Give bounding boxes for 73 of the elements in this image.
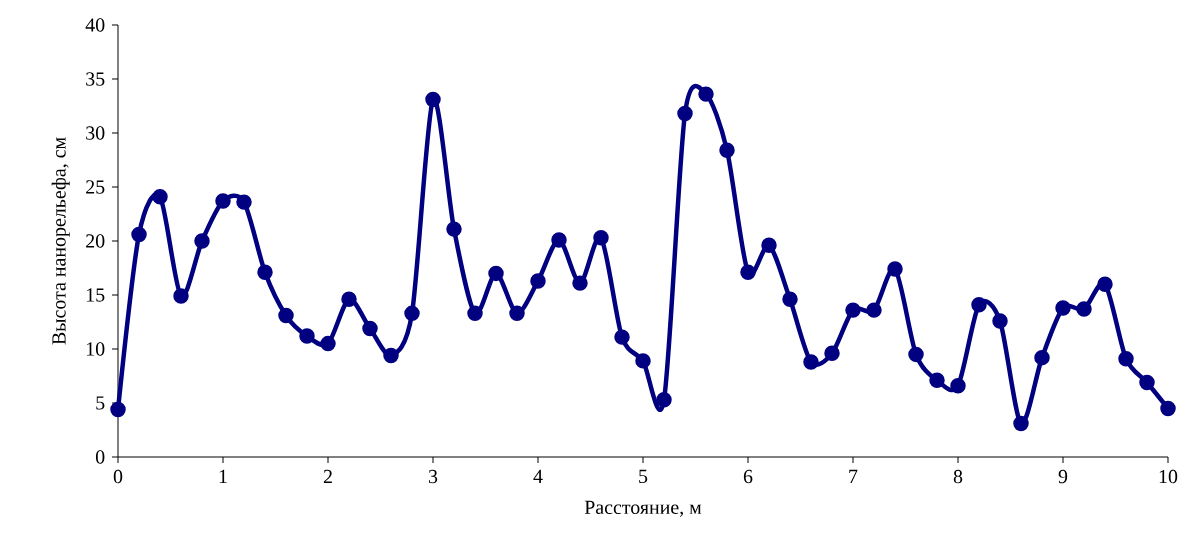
x-tick-label: 10 bbox=[1159, 469, 1178, 484]
point bbox=[782, 291, 798, 308]
x-tick-label: 0 bbox=[113, 469, 123, 484]
x-tick-label: 1 bbox=[219, 469, 227, 483]
y-tick-label: 0 bbox=[95, 450, 105, 464]
y-tick-label: 40 bbox=[85, 18, 105, 32]
point bbox=[656, 392, 672, 408]
point bbox=[677, 105, 693, 122]
point bbox=[845, 302, 861, 318]
x-tick-label: 9 bbox=[1058, 469, 1068, 484]
point bbox=[992, 313, 1008, 329]
point bbox=[320, 335, 336, 352]
point bbox=[509, 305, 525, 322]
y-tick-label: 35 bbox=[86, 72, 105, 86]
point bbox=[551, 232, 567, 248]
y-axis-title: Высота нанорельефа, см bbox=[51, 137, 70, 345]
point bbox=[425, 91, 441, 108]
x-axis-title: Расстояние, м bbox=[584, 500, 702, 517]
x-tick-label: 5 bbox=[639, 469, 648, 484]
y-tick-label: 20 bbox=[86, 234, 105, 248]
point bbox=[446, 221, 462, 237]
point bbox=[635, 353, 651, 369]
point bbox=[110, 401, 126, 418]
x-tick-label: 7 bbox=[849, 469, 858, 483]
point bbox=[362, 320, 378, 337]
point bbox=[740, 264, 756, 281]
point bbox=[1013, 415, 1029, 432]
point bbox=[614, 329, 630, 345]
point bbox=[572, 275, 588, 291]
x-tick-label: 2 bbox=[323, 469, 332, 484]
point bbox=[173, 288, 189, 304]
point bbox=[131, 226, 147, 243]
point bbox=[236, 194, 252, 210]
y-tick-label: 15 bbox=[86, 288, 105, 302]
point bbox=[803, 354, 819, 370]
point bbox=[824, 345, 840, 362]
point bbox=[1097, 276, 1113, 292]
point bbox=[908, 346, 924, 363]
point bbox=[698, 86, 714, 102]
point bbox=[1139, 374, 1155, 391]
point bbox=[467, 305, 483, 322]
x-tick-label: 4 bbox=[533, 469, 543, 483]
point bbox=[887, 261, 903, 277]
point bbox=[1076, 301, 1092, 317]
point bbox=[404, 305, 420, 322]
y-tick-label: 30 bbox=[86, 126, 105, 140]
point bbox=[1034, 349, 1050, 366]
point bbox=[719, 142, 735, 159]
x-tick-label: 3 bbox=[428, 469, 438, 484]
point bbox=[194, 233, 210, 249]
point bbox=[866, 302, 882, 318]
point bbox=[1160, 400, 1176, 417]
y-tick-label: 5 bbox=[96, 396, 105, 410]
point bbox=[341, 291, 357, 308]
point bbox=[971, 296, 987, 313]
point bbox=[215, 193, 231, 209]
point bbox=[1118, 350, 1134, 367]
point bbox=[950, 377, 966, 394]
point bbox=[278, 307, 294, 324]
point bbox=[761, 237, 777, 254]
point bbox=[383, 347, 399, 364]
point bbox=[1055, 300, 1071, 316]
point bbox=[530, 273, 546, 289]
x-tick-label: 8 bbox=[953, 469, 963, 484]
y-tick-label: 25 bbox=[86, 180, 105, 194]
point bbox=[488, 265, 504, 282]
y-tick-label: 10 bbox=[86, 342, 105, 356]
point bbox=[152, 188, 168, 205]
x-tick-label: 6 bbox=[743, 469, 753, 484]
point bbox=[299, 328, 315, 344]
point bbox=[929, 372, 945, 389]
point bbox=[593, 230, 609, 246]
point bbox=[257, 264, 273, 281]
